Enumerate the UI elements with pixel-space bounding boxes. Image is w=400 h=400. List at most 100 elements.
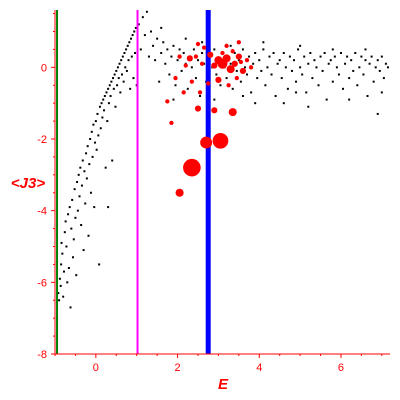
data-point: [309, 52, 312, 54]
data-point: [100, 102, 103, 105]
data-point: [72, 238, 75, 241]
data-point: [137, 23, 140, 26]
data-point: [352, 69, 355, 72]
data-point: [274, 95, 277, 97]
data-point: [239, 67, 247, 75]
data-point: [104, 166, 107, 169]
data-point: [246, 73, 249, 76]
data-point: [78, 195, 81, 198]
data-point: [280, 77, 283, 80]
data-point: [120, 59, 123, 62]
data-point: [103, 95, 106, 97]
data-point: [71, 198, 74, 201]
data-point: [354, 52, 357, 54]
data-point: [180, 69, 183, 72]
data-point: [175, 188, 184, 197]
data-point: [62, 270, 65, 273]
data-point: [165, 99, 170, 104]
data-point: [219, 84, 222, 87]
data-point: [134, 52, 137, 54]
data-point: [376, 59, 379, 62]
data-point: [299, 44, 302, 47]
data-point: [152, 44, 155, 47]
data-point: [83, 170, 86, 173]
data-point: [337, 73, 340, 76]
data-point: [362, 73, 365, 76]
data-point: [94, 120, 97, 123]
data-point: [237, 59, 240, 62]
data-point: [170, 55, 173, 58]
data-point: [344, 62, 347, 65]
data-point: [130, 55, 133, 58]
data-point: [301, 73, 304, 76]
data-point: [92, 123, 95, 126]
data-point: [235, 53, 242, 60]
data-point: [380, 55, 383, 58]
data-point: [82, 249, 85, 252]
data-point: [348, 77, 351, 80]
data-point: [356, 84, 359, 87]
data-point: [319, 55, 322, 58]
data-point: [364, 48, 367, 51]
data-point: [307, 62, 310, 65]
data-point: [327, 62, 330, 65]
data-point: [376, 112, 379, 115]
black-point-series: [56, 10, 389, 320]
data-point: [241, 48, 244, 51]
data-point: [243, 66, 246, 69]
data-point: [235, 69, 238, 72]
data-point: [172, 44, 175, 47]
data-point: [101, 116, 104, 119]
data-point: [150, 30, 153, 33]
data-point: [374, 66, 377, 69]
data-point: [74, 216, 77, 219]
data-point: [250, 91, 253, 94]
data-point: [313, 59, 316, 62]
data-point: [331, 48, 334, 51]
data-point: [139, 48, 142, 51]
data-point: [199, 61, 205, 66]
data-point: [307, 105, 310, 108]
data-point: [199, 95, 202, 97]
data-point: [124, 66, 127, 69]
data-point: [234, 75, 239, 81]
data-point: [71, 256, 74, 259]
x-tick-label: 2: [174, 362, 180, 374]
data-point: [260, 69, 263, 72]
data-point: [93, 206, 96, 209]
data-point: [85, 152, 88, 155]
data-point: [284, 66, 287, 69]
data-point: [303, 55, 306, 58]
data-point: [62, 295, 65, 298]
data-point: [181, 90, 186, 95]
y-tick-label: -4: [37, 206, 47, 218]
data-point: [186, 55, 193, 62]
data-point: [129, 37, 132, 40]
data-point: [366, 95, 369, 97]
data-point: [114, 105, 117, 108]
data-point: [59, 284, 62, 287]
data-point: [118, 62, 121, 65]
data-point: [132, 77, 135, 80]
data-point: [290, 69, 293, 72]
data-point: [268, 55, 271, 58]
data-point: [57, 292, 60, 295]
data-point: [315, 66, 318, 69]
data-point: [58, 277, 61, 280]
data-point: [156, 37, 159, 40]
y-tick-label: -2: [37, 134, 47, 146]
data-point: [75, 274, 78, 277]
data-point: [282, 102, 285, 105]
data-point: [317, 84, 320, 87]
y-axis-label: <J3>: [11, 175, 45, 192]
data-point: [70, 227, 73, 230]
data-point: [206, 81, 211, 86]
data-point: [262, 41, 265, 44]
data-point: [109, 95, 112, 97]
data-point: [224, 43, 229, 48]
data-point: [89, 191, 92, 194]
data-point: [239, 80, 242, 83]
data-point: [213, 48, 216, 51]
data-point: [84, 202, 87, 205]
data-point: [358, 66, 361, 69]
